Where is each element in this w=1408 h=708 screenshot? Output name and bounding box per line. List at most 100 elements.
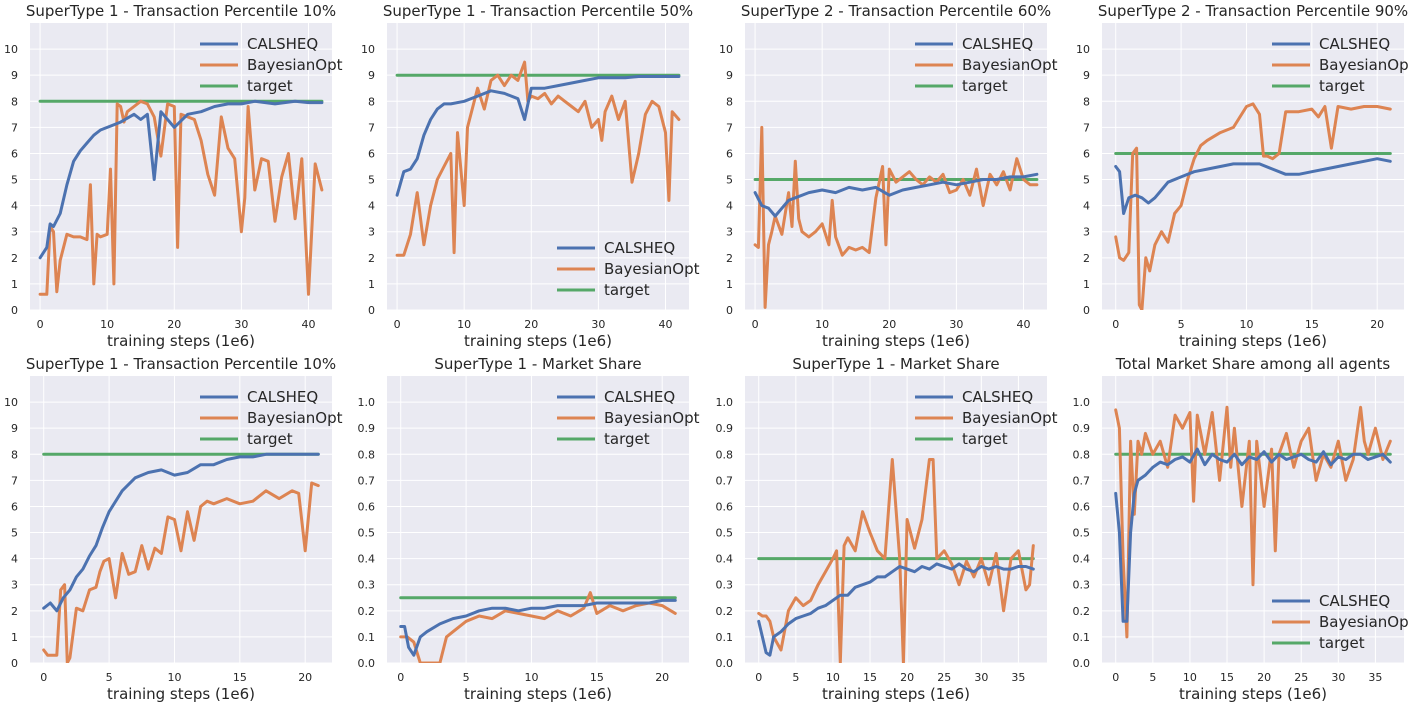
x-tick-label: 0 xyxy=(40,671,47,684)
y-tick-label: 4 xyxy=(11,553,18,566)
chart-panel-5: 0 1 2 3 4 5 6 7 8 9 10 0 5 10 15 20 SuperType 1 - Transa… xyxy=(4,355,343,703)
series-line-bayesianopt xyxy=(757,458,1035,663)
x-tick-label: 30 xyxy=(949,318,963,331)
x-tick-label: 5 xyxy=(792,671,799,684)
y-tick-label: 1 xyxy=(11,631,18,644)
y-tick-label: 5 xyxy=(368,174,375,187)
y-tick-label: 3 xyxy=(11,579,18,592)
series-line-bayesianopt xyxy=(395,60,681,257)
y-tick-label: 9 xyxy=(11,69,18,82)
x-tick-label: 20 xyxy=(655,671,669,684)
series-line-calsheq xyxy=(1114,447,1392,623)
y-tick-label: 0.2 xyxy=(358,605,376,618)
legend-label: target xyxy=(1319,77,1365,95)
x-tick-label: 10 xyxy=(524,671,538,684)
legend-label: target xyxy=(247,430,293,448)
y-tick-label: 2 xyxy=(11,252,18,265)
x-axis-label: training steps (1e6) xyxy=(107,685,255,703)
y-tick-label: 10 xyxy=(4,43,18,56)
y-tick-label: 0.8 xyxy=(716,448,734,461)
y-tick-label: 1 xyxy=(11,278,18,291)
y-tick-label: 0.6 xyxy=(1073,500,1091,513)
x-tick-label: 20 xyxy=(524,318,538,331)
y-tick-label: 0.4 xyxy=(716,553,734,566)
x-tick-label: 0 xyxy=(37,318,44,331)
y-tick-label: 6 xyxy=(11,147,18,160)
y-tick-label: 0.2 xyxy=(716,605,734,618)
y-tick-label: 4 xyxy=(368,200,375,213)
y-tick-label: 7 xyxy=(368,121,375,134)
series-line-bayesianopt xyxy=(1114,405,1392,639)
y-tick-label: 8 xyxy=(11,95,18,108)
legend-label: BayesianOpt xyxy=(1319,56,1408,74)
legend-label: target xyxy=(247,77,293,95)
legend-label: BayesianOpt xyxy=(604,260,700,278)
y-tick-label: 6 xyxy=(11,500,18,513)
series-line-calsheq xyxy=(1114,157,1392,215)
y-tick-label: 6 xyxy=(368,147,375,160)
x-tick-label: 10 xyxy=(1183,671,1197,684)
series-line-bayesianopt xyxy=(399,591,677,663)
series-line-bayesianopt xyxy=(42,481,320,663)
y-tick-label: 8 xyxy=(11,448,18,461)
y-tick-label: 1 xyxy=(726,278,733,291)
y-tick-label: 2 xyxy=(368,252,375,265)
y-tick-label: 0.6 xyxy=(358,500,376,513)
series-line-calsheq xyxy=(395,75,681,197)
x-tick-label: 20 xyxy=(298,671,312,684)
series-line-calsheq xyxy=(42,452,320,613)
y-tick-label: 0.7 xyxy=(358,474,376,487)
series-line-calsheq xyxy=(753,172,1039,218)
x-tick-label: 15 xyxy=(1305,318,1319,331)
x-tick-label: 10 xyxy=(167,671,181,684)
y-tick-label: 10 xyxy=(361,43,375,56)
y-tick-label: 0.4 xyxy=(1073,553,1091,566)
y-tick-label: 5 xyxy=(11,527,18,540)
chart-panel-2: 0 1 2 3 4 5 6 7 8 9 10 0 10 20 30 40 SuperType 1 - Trans… xyxy=(361,2,700,350)
y-tick-label: 0.9 xyxy=(716,422,734,435)
y-tick-label: 4 xyxy=(726,200,733,213)
x-axis-label: training steps (1e6) xyxy=(464,332,612,350)
legend-label: CALSHEQ xyxy=(604,388,675,406)
chart-title: SuperType 1 - Market Share xyxy=(434,355,641,373)
chart-panel-7: 0.0 0.1 0.2 0.3 0.4 0.5 0.6 0.7 0.8 0.9 1.0 0 5 10 15 2… xyxy=(716,355,1058,703)
series-line-calsheq xyxy=(757,562,1035,657)
y-tick-label: 0.6 xyxy=(716,500,734,513)
y-tick-label: 0.0 xyxy=(716,657,734,670)
y-tick-label: 1.0 xyxy=(1073,396,1091,409)
x-tick-label: 5 xyxy=(1178,318,1185,331)
x-tick-label: 35 xyxy=(1011,671,1025,684)
x-tick-label: 15 xyxy=(233,671,247,684)
chart-panel-3: 0 1 2 3 4 5 6 7 8 9 10 0 10 20 30 40 SuperType 2 - Trans… xyxy=(719,2,1058,350)
y-tick-label: 3 xyxy=(1083,226,1090,239)
x-tick-label: 0 xyxy=(394,318,401,331)
y-tick-label: 10 xyxy=(4,396,18,409)
plot-area xyxy=(387,376,689,663)
y-tick-label: 6 xyxy=(726,147,733,160)
chart-panel-1: 0 1 2 3 4 5 6 7 8 9 10 0 10 20 30 40 SuperType 1 - Trans… xyxy=(4,2,343,350)
y-tick-label: 9 xyxy=(11,422,18,435)
y-tick-label: 0.2 xyxy=(1073,605,1091,618)
legend-label: BayesianOpt xyxy=(1319,613,1408,631)
x-tick-label: 15 xyxy=(863,671,877,684)
x-tick-label: 15 xyxy=(1220,671,1234,684)
y-tick-label: 3 xyxy=(11,226,18,239)
chart-title: SuperType 2 - Transaction Percentile 60% xyxy=(741,2,1051,20)
y-tick-label: 0.5 xyxy=(1073,527,1091,540)
y-tick-label: 10 xyxy=(1076,43,1090,56)
x-tick-label: 0 xyxy=(1112,318,1119,331)
x-axis-label: training steps (1e6) xyxy=(822,685,970,703)
y-tick-label: 3 xyxy=(368,226,375,239)
x-axis-label: training steps (1e6) xyxy=(822,332,970,350)
plot-area xyxy=(387,23,689,310)
y-tick-label: 0.9 xyxy=(358,422,376,435)
legend-label: target xyxy=(604,281,650,299)
chart-title: Total Market Share among all agents xyxy=(1115,355,1391,373)
legend-label: target xyxy=(962,430,1008,448)
x-tick-label: 25 xyxy=(937,671,951,684)
legend-label: CALSHEQ xyxy=(962,35,1033,53)
legend-label: CALSHEQ xyxy=(604,239,675,257)
y-tick-label: 10 xyxy=(719,43,733,56)
x-tick-label: 20 xyxy=(882,318,896,331)
x-tick-label: 10 xyxy=(100,318,114,331)
